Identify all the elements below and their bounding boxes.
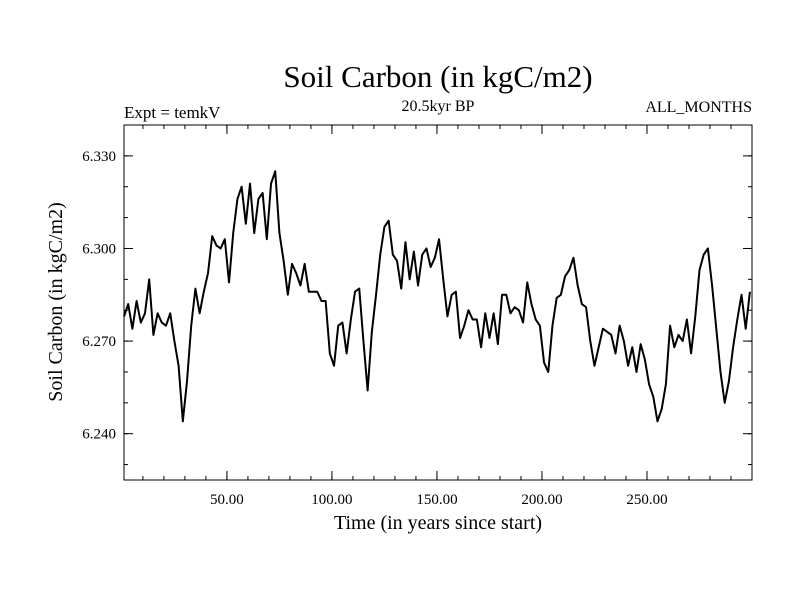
plot-frame <box>123 124 753 481</box>
y-tick-label: 6.270 <box>82 334 116 350</box>
y-axis-label: Soil Carbon (in kgC/m2) <box>45 202 67 401</box>
x-tick-label: 100.00 <box>311 492 352 508</box>
minor-ticks <box>124 125 752 480</box>
y-tick-label: 6.240 <box>82 427 116 443</box>
x-axis-label: Time (in years since start) <box>334 512 542 534</box>
x-tick-label: 250.00 <box>626 492 667 508</box>
period-subtitle: 20.5kyr BP <box>402 98 475 115</box>
soil-carbon-series-line <box>123 170 751 423</box>
x-axis: 50.00 100.00 150.00 200.00 250.00 <box>210 125 668 508</box>
experiment-label: Expt = temkV <box>124 103 221 122</box>
x-tick-label: 200.00 <box>521 492 562 508</box>
y-tick-label: 6.300 <box>82 241 116 257</box>
y-axis: 6.240 6.270 6.300 6.330 <box>82 149 752 443</box>
chart-title: Soil Carbon (in kgC/m2) <box>283 59 592 94</box>
months-label: ALL_MONTHS <box>645 99 752 116</box>
x-tick-label: 50.00 <box>210 492 244 508</box>
y-tick-label: 6.330 <box>82 149 116 165</box>
x-tick-label: 150.00 <box>416 492 457 508</box>
